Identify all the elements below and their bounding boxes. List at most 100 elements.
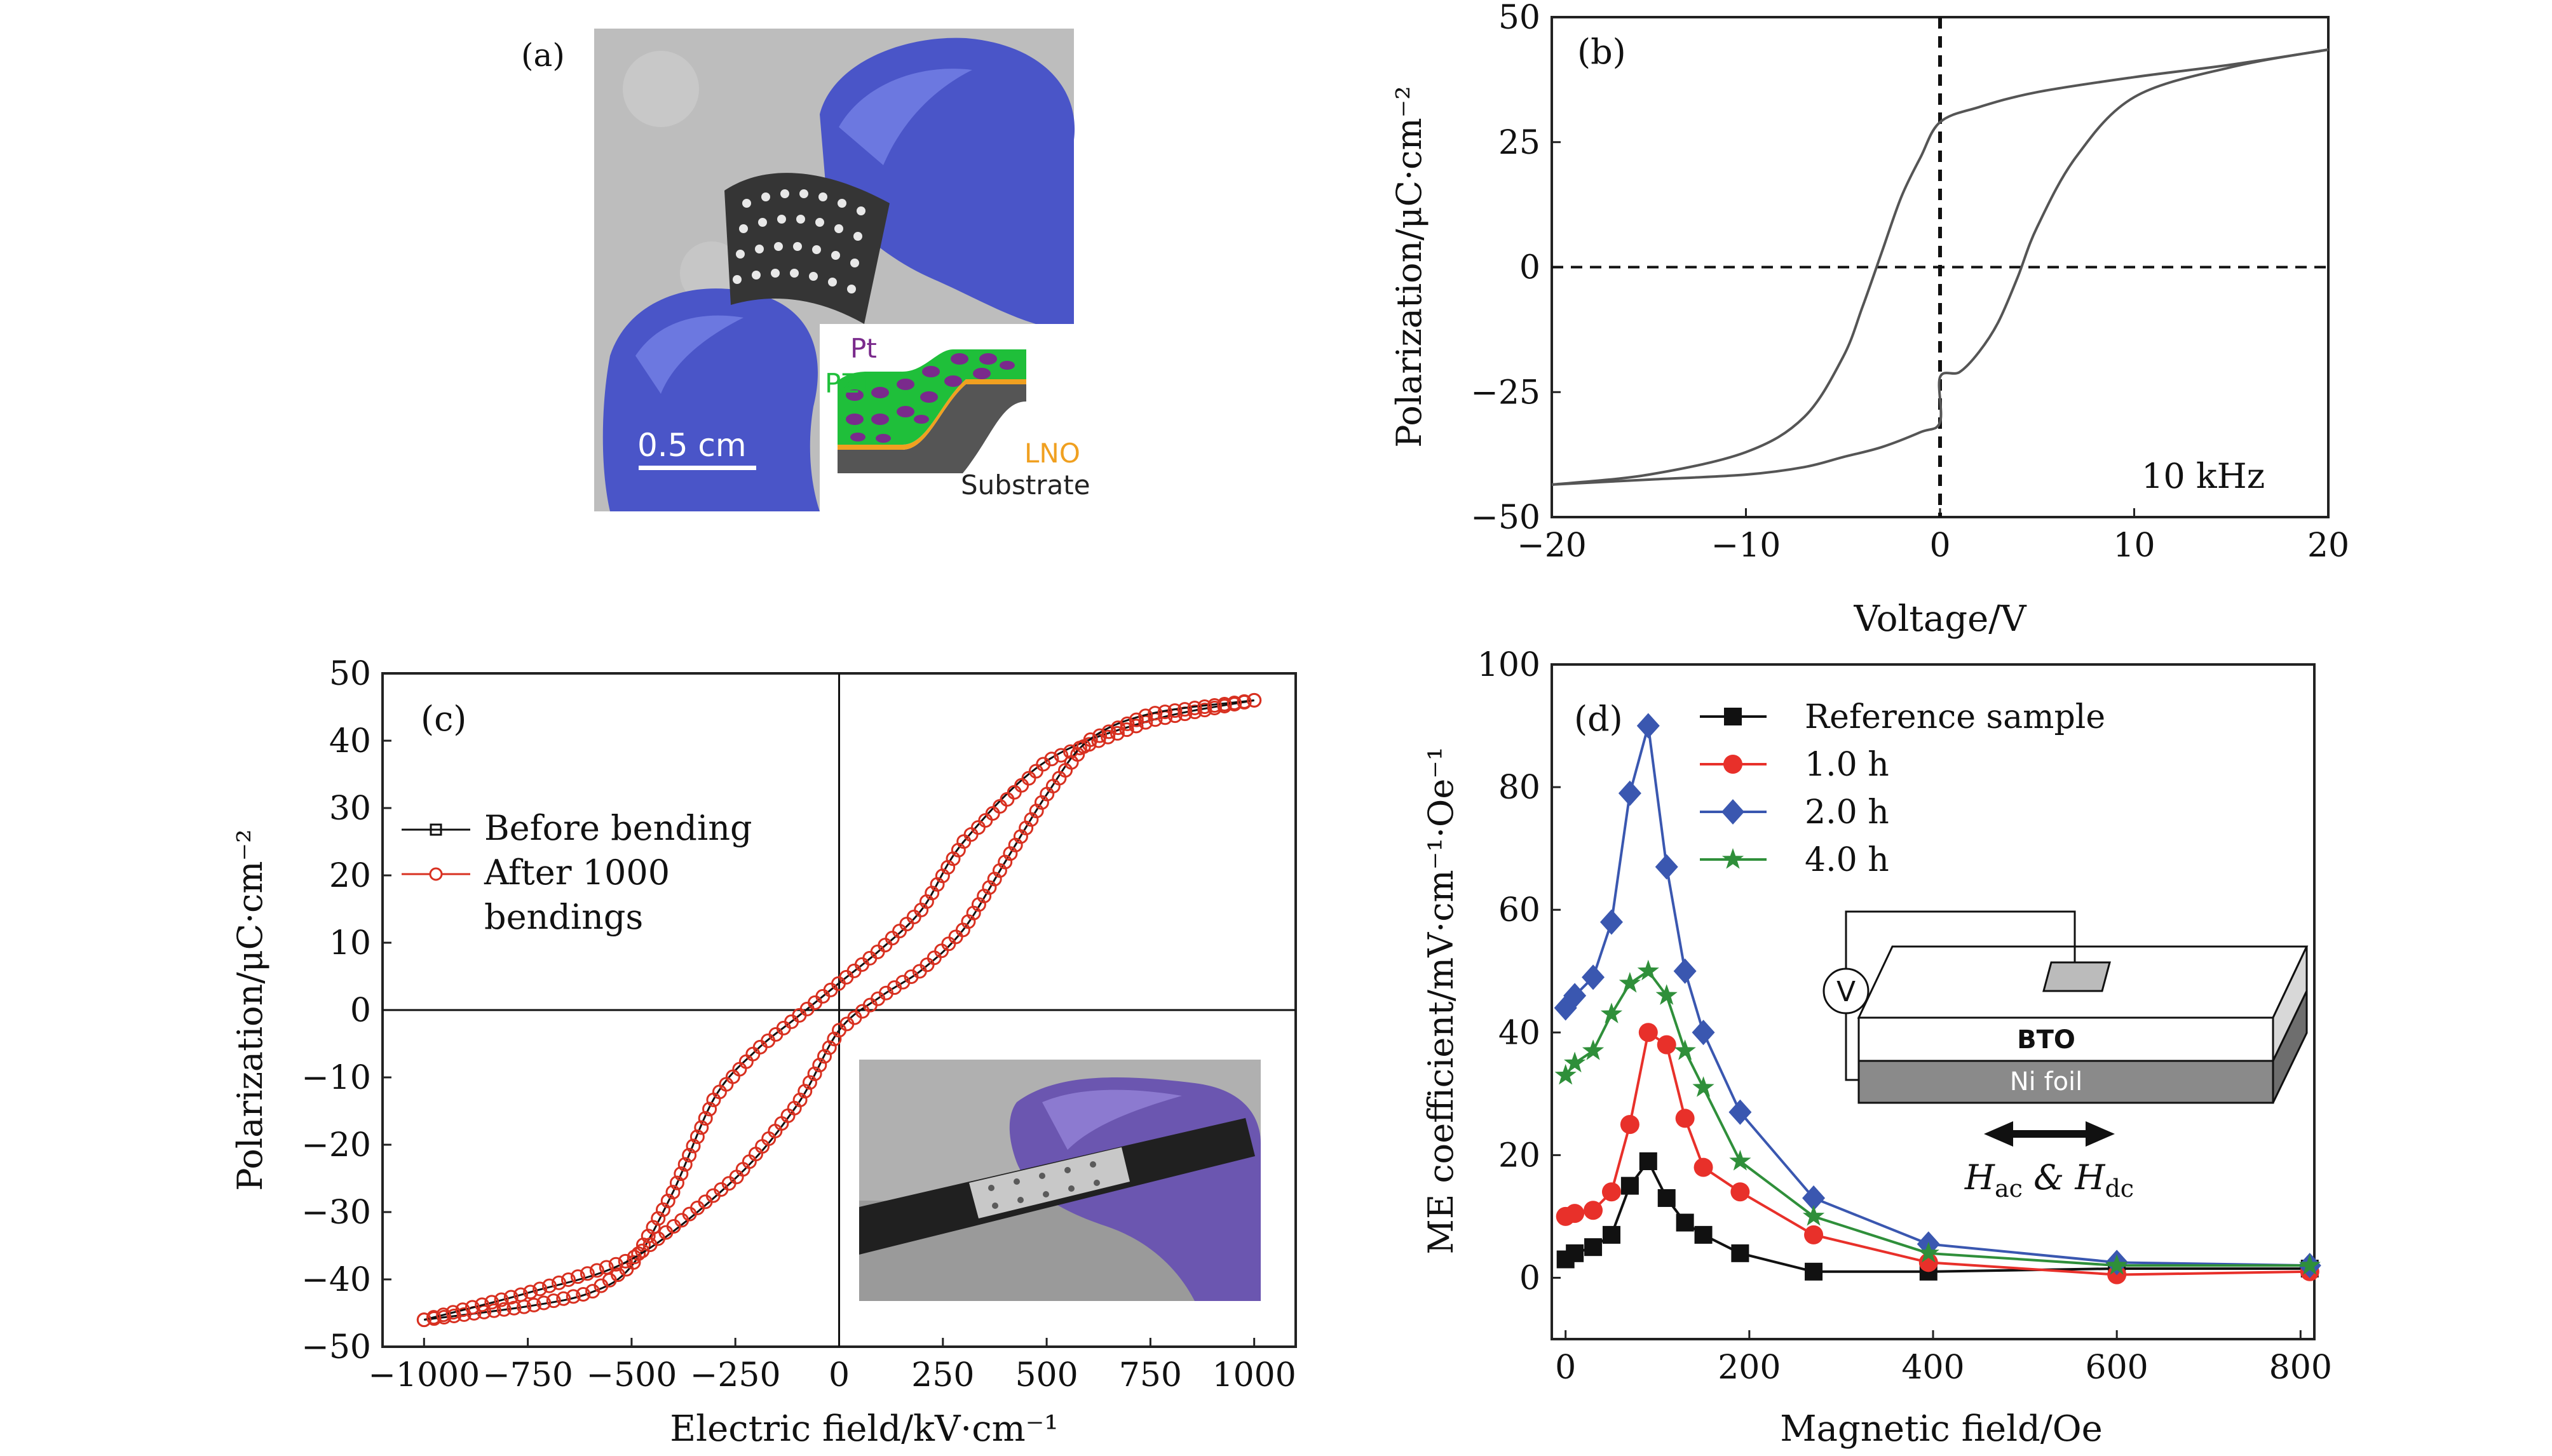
chart-c-point xyxy=(566,1289,581,1304)
chart-d-point xyxy=(1728,1099,1752,1125)
chart-b-xlabel: Voltage/V xyxy=(1853,598,2027,640)
chart-d-point xyxy=(1564,1051,1586,1073)
chart-d-point xyxy=(1637,959,1659,981)
chart-c-point xyxy=(436,1307,451,1323)
chart-d-xtick-label: 600 xyxy=(2086,1349,2148,1387)
chart-c-point xyxy=(906,910,921,925)
chart-d-point xyxy=(1731,1244,1749,1262)
chart-c-point xyxy=(941,936,956,952)
chart-c-point xyxy=(1083,732,1098,747)
chart-d-legend-label: 4.0 h xyxy=(1805,841,1889,879)
inset-glove-highlight xyxy=(1042,1089,1182,1150)
chart-d-point xyxy=(1723,755,1742,774)
chart-c-point xyxy=(686,1138,701,1154)
chart-b-xtick-label: 20 xyxy=(2307,527,2349,565)
chart-c-ytick-label: −40 xyxy=(301,1261,371,1299)
chart-c-point xyxy=(526,1297,541,1312)
substrate-layer xyxy=(838,384,1026,473)
chart-c-point xyxy=(589,1263,604,1278)
chart-d-point xyxy=(1675,1109,1695,1128)
chart-c-point xyxy=(1119,722,1134,738)
glove-bottom-highlight xyxy=(635,315,743,394)
chart-c-point xyxy=(669,1175,684,1190)
chart-c-point xyxy=(503,1290,519,1305)
chart-d-legend-label: Reference sample xyxy=(1805,698,2105,736)
chart-c-point xyxy=(426,1310,442,1325)
chart-c-point xyxy=(698,1110,713,1126)
chart-c-point xyxy=(513,1287,529,1302)
chart-c-xlabel: Electric field/kV·cm⁻¹ xyxy=(670,1408,1058,1450)
ni-front-face xyxy=(1857,1060,2274,1104)
legend-label-before: Before bending xyxy=(484,808,752,848)
chart-c-point xyxy=(970,820,986,835)
chart-c-point xyxy=(533,1281,548,1297)
chart-c-point xyxy=(1138,715,1153,730)
chart-d-xtick-label: 400 xyxy=(1901,1349,1964,1387)
chart-d-ytick-label: 0 xyxy=(1519,1259,1540,1297)
chart-d-point xyxy=(1804,1225,1824,1244)
chart-d-point xyxy=(1802,1185,1826,1211)
chart-b-ytick-label: −25 xyxy=(1470,374,1540,412)
chart-c-xtick-label: −500 xyxy=(586,1356,677,1394)
chart-c-point xyxy=(963,827,979,842)
bto-front-face xyxy=(1857,1016,2274,1062)
chart-c-point xyxy=(1226,695,1242,710)
chart-d-point xyxy=(1721,799,1744,825)
chart-b-xtick-label: 0 xyxy=(1929,527,1950,565)
chart-b-ytick-label: 25 xyxy=(1498,124,1540,162)
pt-electrodes xyxy=(846,353,1015,443)
chart-c-point xyxy=(618,1253,633,1269)
double-arrow-icon xyxy=(1984,1121,2115,1147)
chart-d-point xyxy=(1636,713,1660,739)
chart-d-ytick-label: 100 xyxy=(1477,646,1540,684)
chart-d-point xyxy=(1554,1063,1577,1085)
chart-c-ytick-label: −30 xyxy=(301,1194,371,1232)
chart-c-point xyxy=(926,950,942,966)
chart-d-point xyxy=(1638,1023,1658,1042)
chart-d-point xyxy=(1655,854,1678,880)
chart-d-point xyxy=(1802,1204,1825,1226)
chart-d-point xyxy=(1724,708,1742,725)
chart-c-point xyxy=(1217,696,1232,711)
chart-c-ytick-label: 0 xyxy=(350,992,371,1030)
chart-d-point xyxy=(1619,972,1641,993)
chart-c-point xyxy=(1110,725,1125,741)
chart-c-point xyxy=(556,1291,571,1306)
chart-d-point xyxy=(1582,964,1605,990)
chart-d-point xyxy=(1805,1262,1823,1281)
lno-label: LNO xyxy=(1024,438,1080,469)
chart-c-point xyxy=(694,1120,709,1135)
chart-d-point xyxy=(1657,1189,1676,1207)
chart-c-xtick-label: −750 xyxy=(482,1356,573,1394)
chart-d: (d) Magnetic field/Oe ME coefficient/mV·… xyxy=(1421,646,2332,1450)
chart-b-series-line xyxy=(1551,48,2329,486)
chart-c-ytick-label: 30 xyxy=(329,790,371,828)
pt-label: Pt xyxy=(850,333,877,364)
voltmeter-label: V xyxy=(1836,976,1856,1008)
pzt-label: PZT xyxy=(825,368,876,399)
inset-film-dots xyxy=(988,1161,1100,1209)
chart-b-ytick-label: −50 xyxy=(1470,499,1540,537)
chart-c-point xyxy=(1054,748,1069,763)
chart-c-ylabel: Polarization/μC·cm⁻² xyxy=(230,829,270,1190)
chart-c-ytick-label: −20 xyxy=(301,1126,371,1164)
chart-d-point xyxy=(1600,1002,1623,1023)
chart-c-inset-photo xyxy=(859,1060,1261,1301)
chart-c-point xyxy=(416,1312,431,1328)
chart-d-point xyxy=(1730,1182,1750,1202)
chart-b-annotation: 10 kHz xyxy=(2141,456,2265,496)
chart-c-point xyxy=(475,1297,490,1312)
chart-c-point xyxy=(585,1284,601,1299)
chart-c-xtick-label: −250 xyxy=(690,1356,781,1394)
chart-c-xtick-label: 0 xyxy=(829,1356,850,1394)
chart-c-point xyxy=(465,1300,480,1315)
top-electrode xyxy=(2042,961,2111,992)
chart-c-xtick-label: 750 xyxy=(1119,1356,1182,1394)
panel-a: (a) 0.5 cm xyxy=(521,29,1090,511)
chart-d-point xyxy=(1584,1238,1603,1257)
chart-c-point xyxy=(599,1260,614,1275)
chart-c-point xyxy=(1092,728,1108,743)
chart-d-point xyxy=(1729,1150,1751,1171)
chart-c-point xyxy=(484,1295,499,1310)
